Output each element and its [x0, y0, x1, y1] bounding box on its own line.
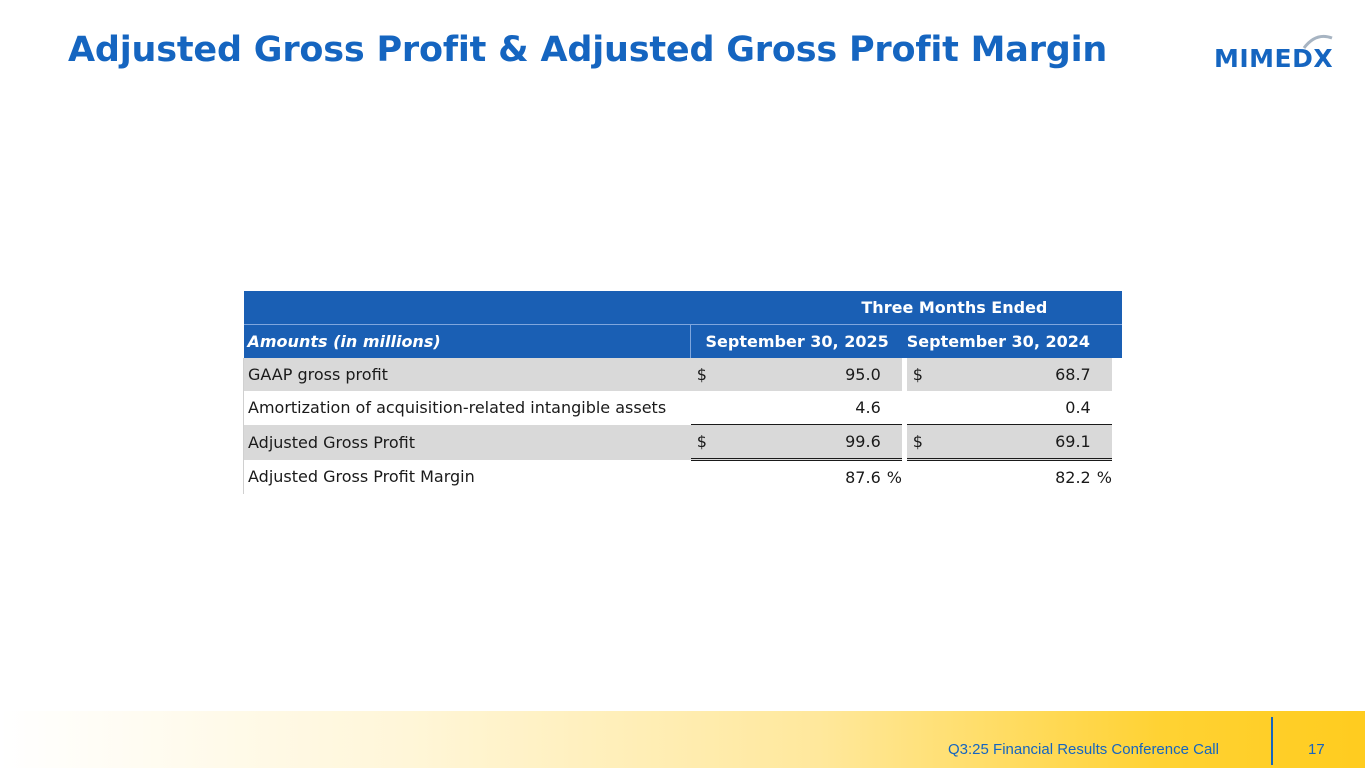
- trailing-cell: [1117, 391, 1122, 425]
- suffix-2024: [1094, 358, 1112, 391]
- currency-symbol: $: [906, 424, 927, 461]
- row-label: Adjusted Gross Profit: [242, 424, 691, 460]
- currency-symbol: [907, 460, 927, 495]
- table-row: GAAP gross profit $ 95.0 $ 68.7: [242, 358, 1123, 391]
- value-2024: 82.2: [1055, 468, 1091, 487]
- value-2025: 4.6: [710, 391, 885, 425]
- row-label: GAAP gross profit: [242, 358, 691, 391]
- suffix-2025: [884, 391, 902, 425]
- value-2024: 68.7: [926, 358, 1095, 391]
- table-super-header-row: Three Months Ended: [243, 291, 1122, 325]
- value-2025: 95.0: [710, 358, 885, 391]
- logo-arc-icon: [1302, 34, 1333, 49]
- suffix-2025: [884, 424, 902, 461]
- column-gap: [901, 424, 907, 460]
- financial-table: Three Months Ended Amounts (in millions)…: [242, 291, 1123, 495]
- table-row: Amortization of acquisition-related inta…: [242, 391, 1123, 425]
- trailing-cell: [1117, 425, 1122, 460]
- value-2025: 87.6: [845, 468, 881, 487]
- currency-symbol: [906, 391, 927, 425]
- column-gap: [901, 358, 907, 391]
- column-gap: [901, 391, 907, 425]
- page-number: 17: [1308, 741, 1325, 758]
- logo-text: MIMEDX: [1214, 44, 1334, 73]
- trailing-cell: [1117, 358, 1122, 391]
- value-2025: 99.6: [710, 424, 885, 461]
- page-title: Adjusted Gross Profit & Adjusted Gross P…: [68, 30, 1108, 70]
- suffix-2024: [1094, 391, 1112, 425]
- footer-bar: Q3:25 Financial Results Conference Call …: [0, 711, 1365, 768]
- header-empty-cell: [243, 291, 691, 325]
- currency-symbol: [691, 460, 711, 495]
- suffix-2024: %: [1096, 468, 1112, 487]
- currency-symbol: $: [690, 358, 711, 391]
- col-header-2025: September 30, 2025: [690, 324, 907, 358]
- table-row: Adjusted Gross Profit Margin 87.6 % 82.2…: [242, 459, 1123, 495]
- suffix-2025: %: [886, 468, 902, 487]
- row-label: Adjusted Gross Profit Margin: [242, 459, 691, 494]
- table-row: Adjusted Gross Profit $ 99.6 $ 69.1: [242, 424, 1123, 461]
- table-column-header-row: Amounts (in millions) September 30, 2025…: [243, 324, 1122, 358]
- suffix-2024: [1094, 424, 1112, 461]
- suffix-2025: [884, 358, 902, 391]
- trailing-cell: [1117, 460, 1122, 495]
- footer-divider: [1271, 717, 1273, 765]
- value-2024: 0.4: [926, 391, 1095, 425]
- currency-symbol: [690, 391, 711, 425]
- mimedx-logo: MIMEDX: [1214, 30, 1334, 74]
- col-header-2024: September 30, 2024: [906, 324, 1122, 358]
- value-2024: 69.1: [926, 424, 1095, 461]
- currency-symbol: $: [906, 358, 927, 391]
- super-header: Three Months Ended: [690, 291, 1122, 325]
- row-label: Amortization of acquisition-related inta…: [242, 391, 691, 425]
- column-gap: [901, 459, 907, 494]
- footer-text: Q3:25 Financial Results Conference Call: [948, 741, 1219, 758]
- currency-symbol: $: [690, 424, 711, 461]
- label-header: Amounts (in millions): [243, 324, 692, 358]
